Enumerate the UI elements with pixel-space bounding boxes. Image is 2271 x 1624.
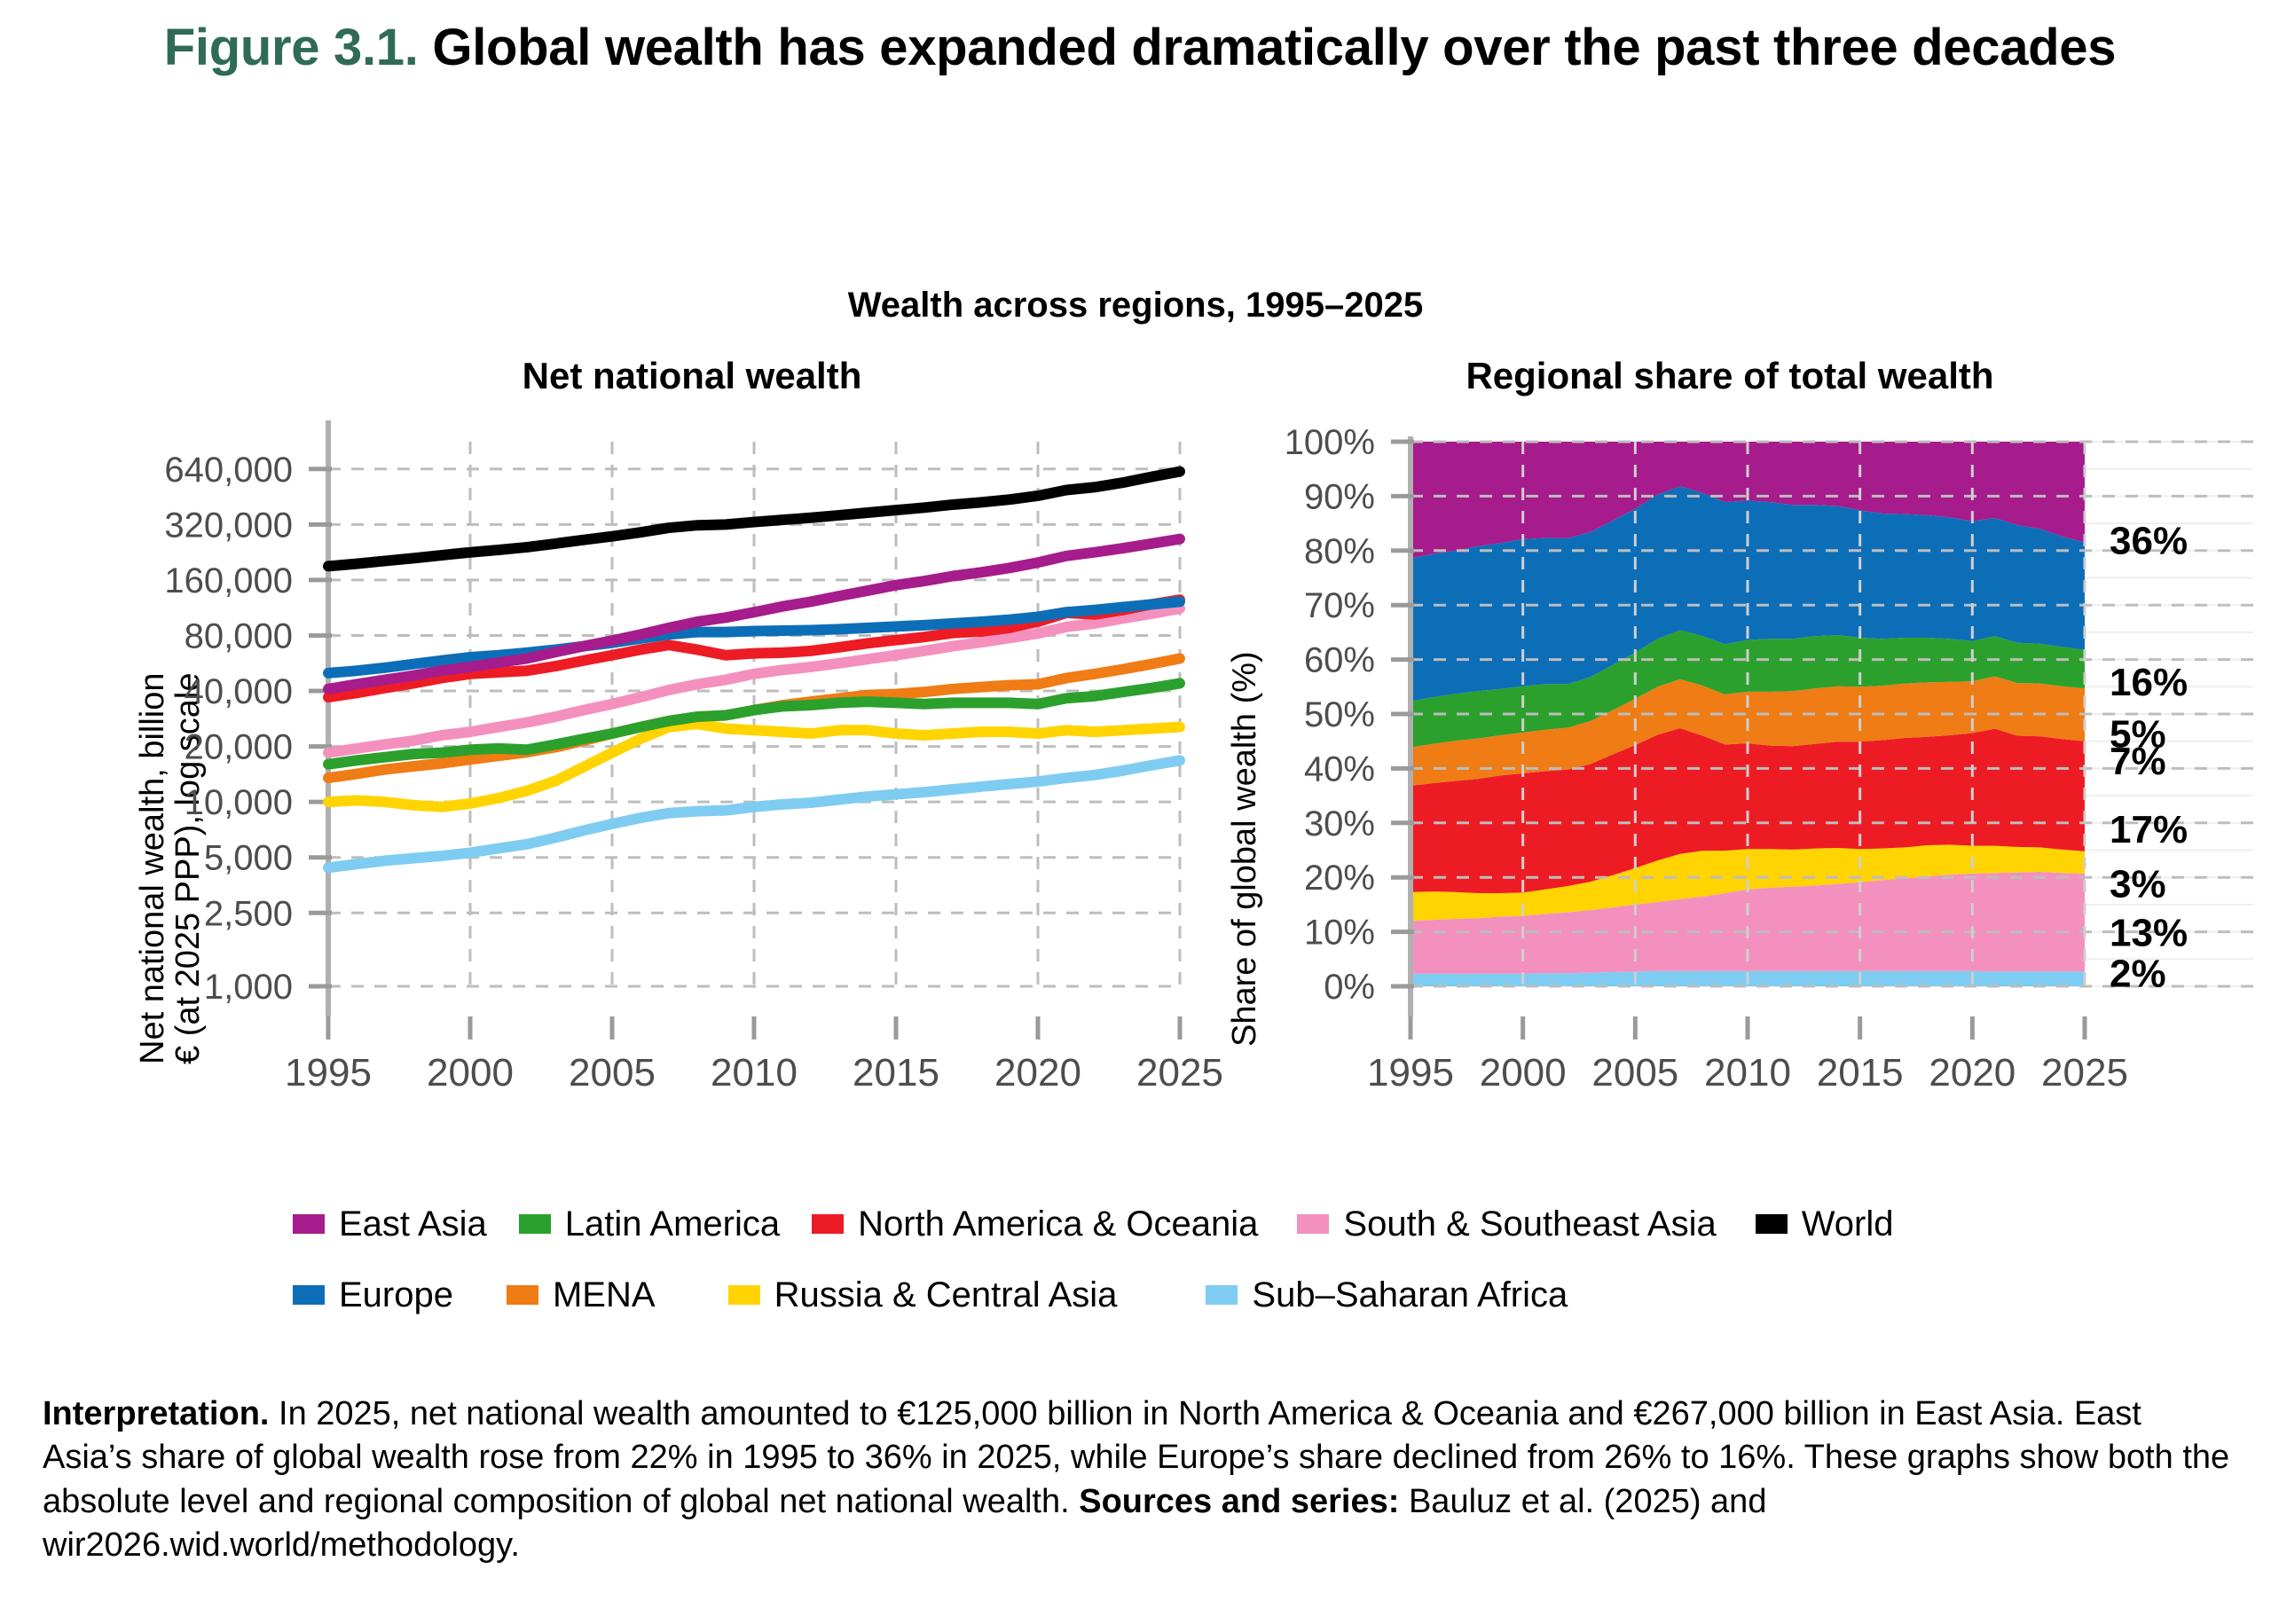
legend-label: North America & Oceania: [858, 1204, 1259, 1243]
legend-label: MENA: [552, 1275, 656, 1314]
legend-swatch-icon: [1755, 1214, 1788, 1234]
right-x-tick-label: 2015: [1817, 1051, 1904, 1094]
chart-legend: East Asia Latin America North America & Oc…: [293, 1189, 2244, 1330]
left-y-tick-label: 80,000: [185, 616, 293, 655]
right-y-tick-label: 40%: [1304, 749, 1375, 788]
end-label-europe: 16%: [2110, 661, 2188, 704]
legend-swatch-icon: [293, 1285, 325, 1305]
left-x-tick-label: 2025: [1136, 1051, 1223, 1094]
left-y-tick-label: 320,000: [164, 506, 293, 545]
legend-row-1: East Asia Latin America North America & Oc…: [293, 1189, 2244, 1259]
legend-item-europe[interactable]: Europe: [293, 1275, 453, 1315]
area-series-south-southeast-asia: [1411, 872, 2085, 974]
line-series-east-asia: [323, 533, 1185, 694]
end-label-sub-saharan-africa: 2%: [2110, 953, 2166, 996]
end-label-south-southeast-asia: 13%: [2110, 912, 2188, 955]
legend-swatch-icon: [812, 1214, 845, 1234]
left-x-tick-label: 2010: [711, 1051, 798, 1094]
legend-label: South & Southeast Asia: [1343, 1204, 1717, 1243]
left-x-tick-label: 2015: [853, 1051, 939, 1094]
legend-label: World: [1801, 1204, 1894, 1243]
interpretation-note: Interpretation. In 2025, net national we…: [43, 1393, 2234, 1568]
right-y-tick-label: 50%: [1304, 695, 1375, 734]
panel-title-regional-share: Regional share of total wealth: [1466, 355, 1994, 396]
line-series-south-southeast-asia: [323, 603, 1185, 758]
left-y-tick-label: 640,000: [164, 451, 293, 490]
legend-swatch-icon: [1297, 1214, 1330, 1234]
left-y-tick-label: 2,500: [204, 894, 293, 933]
panel-title-net-national-wealth: Net national wealth: [522, 355, 862, 396]
right-y-tick-label: 60%: [1304, 641, 1375, 680]
area-series-latin-america: [1411, 630, 2085, 748]
right-y-tick-label: 10%: [1304, 914, 1375, 953]
left-x-tick-label: 2000: [427, 1051, 514, 1094]
line-series-latin-america: [323, 678, 1185, 770]
area-series-mena: [1411, 676, 2085, 787]
interpretation-body-1: In 2025, net national wealth amounted to…: [43, 1395, 2230, 1520]
legend-label: Europe: [339, 1275, 453, 1314]
line-series-sub-saharan-africa: [323, 755, 1185, 874]
chart-regional-share: Share of global wealth (%) 0% 10% 20% 30% 40…: [1189, 423, 2262, 1100]
legend-label: Russia & Central Asia: [774, 1275, 1118, 1314]
end-label-east-asia: 36%: [2110, 520, 2188, 563]
legend-item-mena[interactable]: MENA: [506, 1275, 656, 1315]
chart-net-national-wealth: Net national wealth, billion € (at 2025 …: [89, 420, 1223, 1100]
right-y-tick-label: 90%: [1304, 477, 1375, 516]
right-y-tick-label: 30%: [1304, 804, 1375, 843]
chart-supertitle: Wealth across regions, 1995–2025: [847, 286, 1424, 325]
end-label-russia-central-asia: 3%: [2110, 862, 2166, 906]
legend-label: Latin America: [564, 1204, 781, 1243]
interpretation-body-2: Bauluz et al. (2025) and wir2026.wid.wor…: [43, 1482, 1767, 1565]
legend-item-latin-america[interactable]: Latin America: [518, 1204, 781, 1244]
legend-item-world[interactable]: World: [1755, 1204, 1894, 1244]
right-x-tick-label: 1995: [1367, 1051, 1454, 1094]
legend-item-east-asia[interactable]: East Asia: [293, 1204, 487, 1244]
legend-item-north-america-oceania[interactable]: North America & Oceania: [812, 1204, 1258, 1244]
legend-row-2: Europe MENA Russia & Central Asia Sub–Sahar…: [293, 1259, 2244, 1330]
right-y-tick-label: 70%: [1304, 586, 1375, 625]
left-x-tick-label: 1995: [285, 1051, 372, 1094]
legend-swatch-icon: [727, 1285, 760, 1305]
right-x-tick-label: 2020: [1929, 1051, 2016, 1094]
legend-item-russia-central-asia[interactable]: Russia & Central Asia: [727, 1275, 1118, 1315]
legend-swatch-icon: [518, 1214, 551, 1234]
line-series-world: [323, 466, 1185, 572]
right-x-tick-label: 2000: [1480, 1051, 1567, 1094]
end-label-mena: 7%: [2110, 740, 2166, 783]
interpretation-lead: Interpretation.: [43, 1395, 270, 1432]
right-y-tick-label: 20%: [1304, 859, 1375, 898]
legend-swatch-icon: [293, 1214, 325, 1234]
line-series-europe: [323, 596, 1185, 679]
left-y-tick-label: 1,000: [204, 968, 293, 1007]
left-y-tick-label: 20,000: [185, 728, 293, 767]
right-x-tick-label: 2025: [2041, 1051, 2128, 1094]
figure-title: Figure 3.1. Global wealth has expanded d…: [44, 19, 2236, 77]
figure-title-text: Global wealth has expanded dramatically …: [432, 19, 2117, 76]
right-x-tick-label: 2010: [1704, 1051, 1791, 1094]
interpretation-sources-lead: Sources and series:: [1079, 1482, 1400, 1520]
left-y-tick-label: 5,000: [204, 839, 293, 878]
right-x-tick-label: 2005: [1591, 1051, 1678, 1094]
legend-item-south-southeast-asia[interactable]: South & Southeast Asia: [1297, 1204, 1717, 1244]
right-y-tick-label: 80%: [1304, 532, 1375, 571]
left-x-tick-label: 2005: [569, 1051, 656, 1094]
right-y-tick-label: 100%: [1285, 423, 1375, 462]
legend-label: East Asia: [339, 1204, 487, 1243]
legend-label: Sub–Saharan Africa: [1252, 1275, 1568, 1314]
area-series-europe: [1411, 486, 2085, 702]
left-x-tick-label: 2020: [994, 1051, 1081, 1094]
legend-item-sub-saharan-africa[interactable]: Sub–Saharan Africa: [1206, 1275, 1568, 1315]
figure-number: Figure 3.1.: [163, 19, 419, 76]
right-y-tick-label: 0%: [1324, 968, 1375, 1007]
left-y-tick-label: 160,000: [164, 561, 293, 600]
legend-swatch-icon: [506, 1285, 538, 1305]
end-label-north-america-oceania: 17%: [2110, 808, 2188, 851]
line-series-russia-central-asia: [323, 718, 1185, 812]
left-y-tick-label: 40,000: [185, 672, 293, 711]
end-label-latin-america: 5%: [2110, 712, 2166, 756]
left-y-tick-label: 10,000: [185, 783, 293, 822]
legend-swatch-icon: [1206, 1285, 1238, 1305]
